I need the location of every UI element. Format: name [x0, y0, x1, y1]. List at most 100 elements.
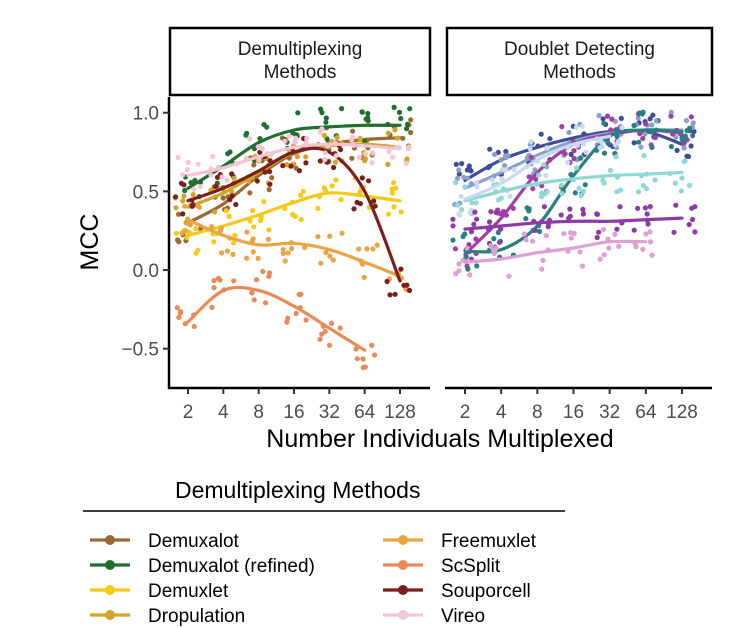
- data-point: [488, 209, 494, 215]
- data-point: [290, 211, 296, 218]
- data-point: [686, 221, 692, 228]
- data-point: [459, 206, 465, 213]
- data-point: [298, 192, 304, 198]
- data-point: [597, 256, 603, 262]
- data-point: [692, 229, 698, 235]
- data-point: [466, 163, 472, 169]
- data-point: [456, 167, 462, 173]
- data-point: [385, 211, 392, 217]
- y-tick-label: 1.0: [133, 104, 159, 125]
- data-point: [528, 154, 534, 160]
- data-point: [404, 126, 410, 132]
- data-point: [487, 146, 493, 152]
- data-point: [647, 204, 653, 210]
- data-point: [398, 266, 404, 272]
- data-point: [637, 131, 643, 137]
- x-tick-label: 64: [354, 402, 376, 423]
- trend-line: [186, 191, 402, 237]
- data-point: [600, 177, 606, 183]
- data-point: [337, 325, 343, 331]
- data-point: [374, 242, 380, 248]
- data-point: [456, 171, 462, 177]
- y-tick-label: 0.5: [133, 182, 159, 203]
- data-point: [333, 177, 339, 183]
- legend-swatch-dot: [398, 585, 408, 595]
- trend-line: [186, 146, 402, 283]
- data-point: [454, 175, 461, 181]
- legend-item: Souporcell: [383, 581, 531, 602]
- panel-strip: [445, 26, 714, 97]
- data-point: [280, 247, 286, 253]
- data-point: [640, 246, 646, 252]
- data-point: [649, 252, 655, 258]
- data-point: [217, 277, 223, 283]
- data-point: [231, 175, 237, 181]
- data-point: [631, 227, 637, 233]
- data-point: [322, 157, 328, 163]
- data-point: [404, 282, 410, 288]
- y-axis-title: MCC: [76, 214, 104, 271]
- data-point: [530, 238, 536, 244]
- data-point: [331, 164, 337, 171]
- data-point: [649, 122, 655, 128]
- data-point: [459, 161, 465, 167]
- x-tick-label: 2: [460, 402, 471, 423]
- legend-label: Demuxalot: [148, 531, 240, 552]
- data-point: [365, 115, 371, 121]
- data-point: [561, 231, 567, 237]
- data-point: [635, 205, 641, 211]
- data-point: [339, 106, 345, 112]
- data-point: [323, 119, 329, 125]
- data-point: [608, 127, 614, 133]
- data-point: [683, 117, 690, 124]
- data-point: [450, 237, 456, 243]
- data-point: [262, 300, 269, 306]
- legend-item: Demuxlet: [90, 581, 229, 602]
- data-point: [649, 144, 655, 150]
- data-point: [503, 153, 509, 159]
- data-point: [543, 233, 550, 239]
- data-point: [537, 228, 543, 235]
- legend-item: Vireo: [383, 606, 485, 627]
- data-point: [463, 253, 469, 259]
- data-point: [244, 255, 250, 261]
- data-point: [233, 201, 239, 208]
- data-point: [209, 224, 215, 230]
- data-point: [577, 155, 584, 161]
- data-point: [398, 209, 404, 215]
- data-point: [526, 208, 532, 214]
- data-point: [542, 191, 548, 197]
- data-point: [506, 273, 512, 279]
- data-point: [488, 243, 494, 250]
- data-point: [223, 208, 229, 214]
- trend-line: [463, 239, 648, 264]
- data-point: [260, 268, 266, 275]
- data-point: [613, 154, 619, 160]
- data-point: [647, 116, 653, 122]
- data-point: [254, 277, 260, 283]
- data-point: [559, 191, 565, 197]
- x-tick-label: 32: [319, 402, 340, 423]
- x-tick-label: 64: [635, 402, 657, 423]
- data-point: [502, 163, 508, 169]
- data-point: [507, 193, 513, 199]
- data-point: [642, 131, 648, 137]
- data-point: [280, 163, 286, 169]
- data-point: [573, 124, 580, 130]
- series-4: [450, 109, 696, 272]
- data-point: [257, 149, 263, 155]
- data-point: [196, 204, 202, 210]
- data-point: [392, 127, 398, 133]
- x-tick-label: 4: [218, 402, 229, 423]
- data-point: [385, 130, 391, 136]
- data-point: [523, 216, 529, 222]
- data-point: [220, 195, 226, 201]
- data-point: [255, 255, 261, 261]
- series-8: [453, 226, 655, 279]
- data-point: [393, 185, 399, 191]
- data-point: [327, 233, 333, 239]
- data-point: [668, 143, 675, 150]
- data-point: [392, 291, 398, 297]
- data-point: [523, 237, 529, 243]
- data-point: [209, 304, 215, 310]
